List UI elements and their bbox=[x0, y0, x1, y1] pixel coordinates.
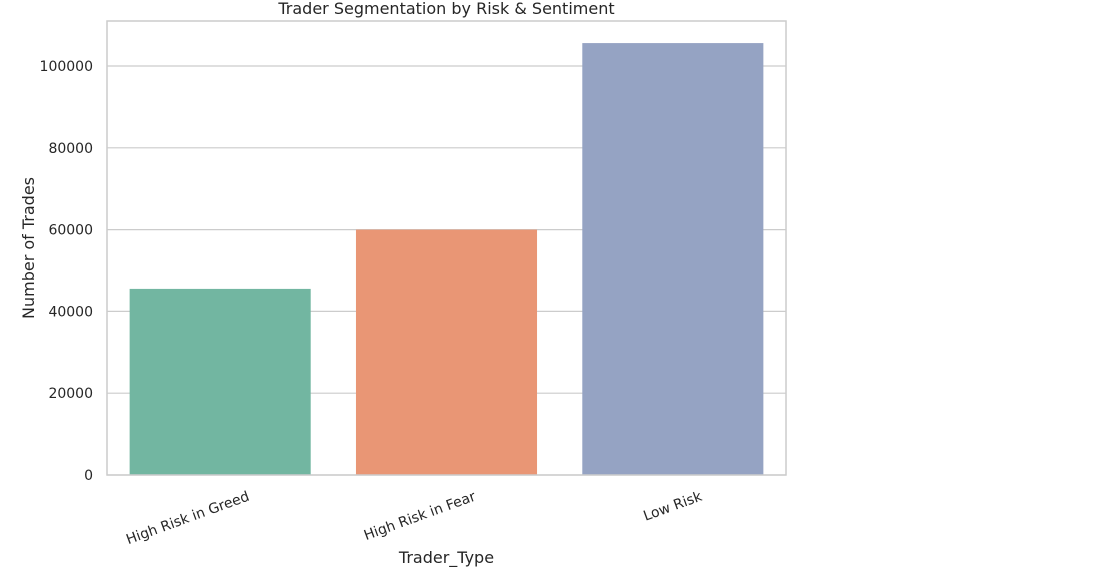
chart-title: Trader Segmentation by Risk & Sentiment bbox=[277, 0, 614, 18]
x-axis-label: Trader_Type bbox=[398, 548, 494, 568]
y-tick-label: 60000 bbox=[48, 223, 93, 239]
y-tick-label: 0 bbox=[84, 468, 93, 484]
y-tick-label: 100000 bbox=[40, 59, 93, 75]
bar-low-risk bbox=[582, 43, 764, 475]
y-tick-label: 80000 bbox=[48, 141, 93, 157]
y-tick-label: 40000 bbox=[48, 304, 93, 320]
bar-high-risk-in-greed bbox=[129, 288, 311, 475]
bar-high-risk-in-fear bbox=[355, 229, 538, 475]
y-axis-label: Number of Trades bbox=[19, 177, 38, 319]
y-tick-labels: 0 20000 40000 60000 80000 100000 bbox=[40, 59, 93, 484]
plot-frame bbox=[106, 20, 787, 476]
y-tick-label: 20000 bbox=[48, 386, 93, 402]
bars bbox=[129, 43, 764, 475]
